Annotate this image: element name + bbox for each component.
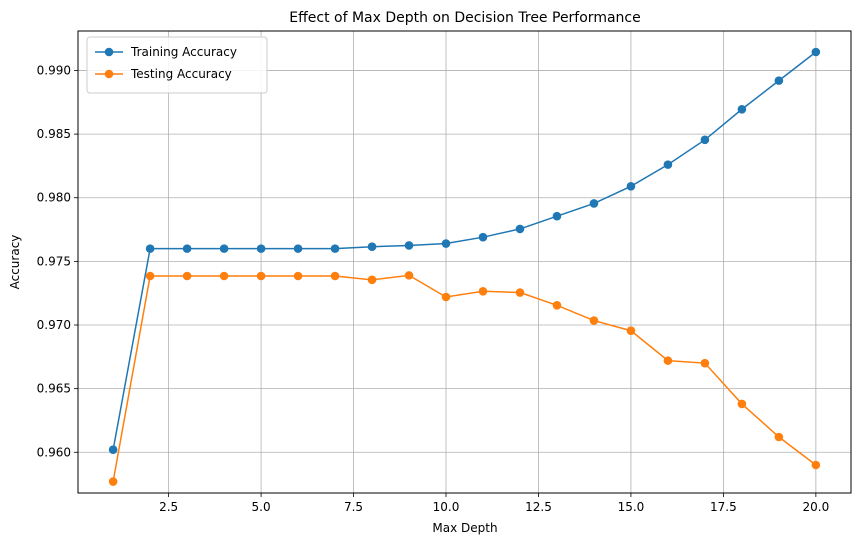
grid-lines xyxy=(78,31,851,493)
x-tick-label: 17.5 xyxy=(710,500,737,514)
x-tick-label: 10.0 xyxy=(433,500,460,514)
series-1-point xyxy=(774,76,784,85)
x-axis-ticks: 2.5 5.0 7.5 10.0 12.5 15.0 17.5 20.0 xyxy=(159,493,829,514)
series-2-point xyxy=(552,300,562,310)
series-1-point xyxy=(552,211,562,221)
legend: Training Accuracy Testing Accuracy xyxy=(86,36,268,94)
series-1-point xyxy=(700,135,710,145)
series-2-point xyxy=(219,271,229,281)
series-2-point xyxy=(256,271,266,281)
x-axis-label: Max Depth xyxy=(432,521,497,535)
series-1-point xyxy=(626,181,636,191)
series-line-1 xyxy=(112,51,817,450)
legend-marker-2 xyxy=(104,69,114,79)
legend-box xyxy=(86,36,268,94)
series-2-point xyxy=(663,356,673,365)
series-1-point xyxy=(330,244,340,253)
series-2-point xyxy=(700,358,710,368)
series-2-point xyxy=(515,288,525,297)
series-2-point xyxy=(589,316,599,325)
series-1-point xyxy=(219,244,229,253)
x-tick-label: 7.5 xyxy=(344,500,363,514)
series-2-point xyxy=(330,271,340,281)
series-2-point xyxy=(145,271,155,281)
plot-frame xyxy=(77,30,852,494)
series-2-point xyxy=(811,460,821,470)
series-1-point xyxy=(478,232,488,242)
series-1-point xyxy=(663,160,673,169)
series-2-point xyxy=(478,286,488,296)
y-tick-label: 0.985 xyxy=(37,127,71,141)
y-tick-label: 0.980 xyxy=(37,191,71,205)
series-1-point xyxy=(737,104,747,114)
series-1-point xyxy=(441,239,451,248)
y-tick-label: 0.990 xyxy=(37,63,71,77)
series-line-2 xyxy=(112,274,817,482)
series-1-point xyxy=(108,445,118,455)
series-1-point xyxy=(404,241,414,250)
series-1-point xyxy=(182,244,192,253)
y-axis-label: Accuracy xyxy=(8,235,22,290)
series-2-point xyxy=(441,292,451,302)
x-tick-label: 2.5 xyxy=(159,500,178,514)
series-2-point xyxy=(367,275,377,285)
y-tick-label: 0.960 xyxy=(37,445,71,459)
series-2-point xyxy=(626,326,636,336)
y-axis-ticks: 0.960 0.965 0.970 0.975 0.980 0.985 0.990 xyxy=(37,63,78,459)
x-tick-label: 20.0 xyxy=(803,500,830,514)
series-1-point xyxy=(811,47,821,57)
x-tick-label: 12.5 xyxy=(525,500,552,514)
legend-marker-1 xyxy=(104,47,114,57)
series-1-point xyxy=(367,242,377,252)
series-1-point xyxy=(515,224,525,234)
x-tick-label: 15.0 xyxy=(618,500,645,514)
series-1-point xyxy=(145,244,155,253)
series-1-point xyxy=(589,199,599,208)
y-tick-label: 0.970 xyxy=(37,318,71,332)
chart-title: Effect of Max Depth on Decision Tree Per… xyxy=(289,10,640,26)
series-2-point xyxy=(774,432,784,442)
x-tick-label: 5.0 xyxy=(252,500,271,514)
series-1-point xyxy=(293,244,303,253)
series-2-point xyxy=(404,271,414,280)
y-tick-label: 0.975 xyxy=(37,254,71,268)
series-2-point xyxy=(182,271,192,281)
series-2-point xyxy=(108,477,118,486)
series-1-point xyxy=(256,244,266,253)
series-2-point xyxy=(293,271,303,281)
y-tick-label: 0.965 xyxy=(37,382,71,396)
legend-label-2: Testing Accuracy xyxy=(130,67,232,81)
legend-label-1: Training Accuracy xyxy=(130,45,237,59)
series-2-point xyxy=(737,399,747,409)
series-layer xyxy=(108,47,821,486)
